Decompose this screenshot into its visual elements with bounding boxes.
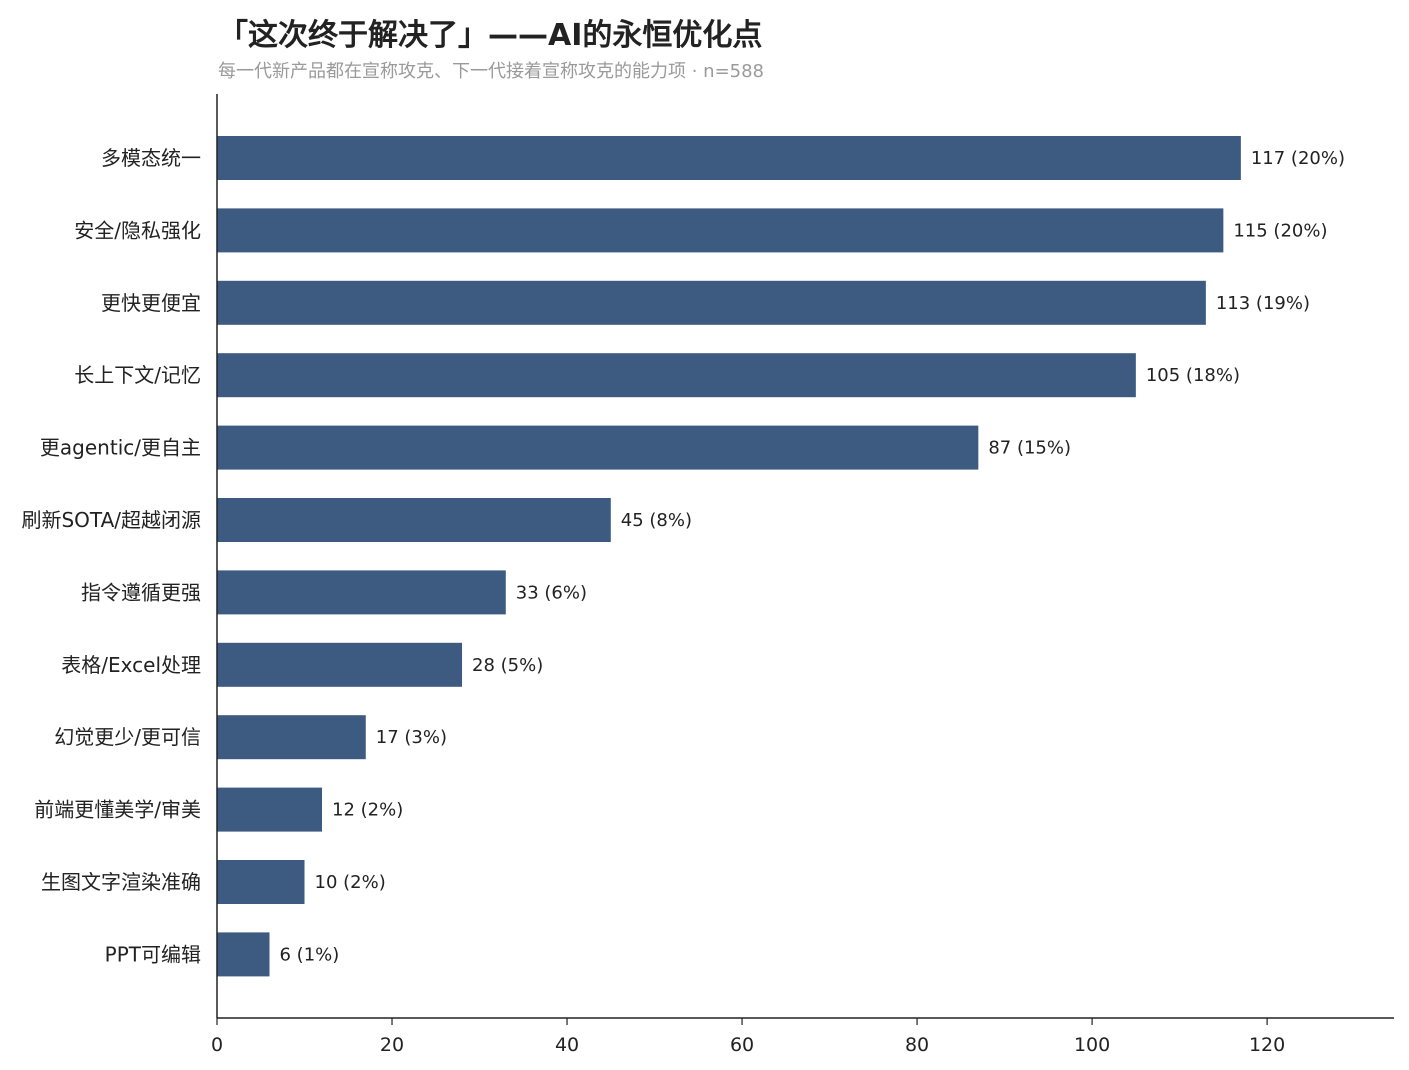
data-label: 28 (5%)	[472, 655, 543, 676]
bar	[217, 353, 1136, 398]
bar	[217, 932, 270, 977]
x-tick-label: 40	[555, 1034, 579, 1056]
category-label: 指令遵循更强	[81, 580, 201, 604]
data-label: 117 (20%)	[1251, 148, 1345, 169]
data-label: 87 (15%)	[988, 438, 1071, 459]
category-label: 多模态统一	[101, 146, 201, 170]
x-tick-label: 120	[1249, 1034, 1285, 1056]
data-label: 17 (3%)	[376, 727, 447, 748]
bar	[217, 498, 611, 542]
category-label: 更agentic/更自主	[40, 436, 201, 460]
bar	[217, 570, 506, 615]
bar	[217, 136, 1241, 180]
bar	[217, 787, 323, 832]
x-tick-label: 100	[1074, 1034, 1110, 1056]
bar	[217, 860, 305, 904]
category-label: 长上下文/记忆	[74, 363, 201, 387]
data-label: 6 (1%)	[280, 944, 340, 965]
bar	[217, 715, 366, 760]
chart-subtitle: 每一代新产品都在宣称攻克、下一代接着宣称攻克的能力项 · n=588	[218, 61, 765, 82]
category-label: PPT可编辑	[105, 942, 201, 966]
data-label: 105 (18%)	[1146, 365, 1240, 386]
bar	[217, 280, 1206, 325]
data-label: 33 (6%)	[516, 582, 587, 603]
category-label: 更快更便宜	[101, 291, 201, 315]
category-label: 幻觉更少/更可信	[54, 725, 201, 749]
data-label: 115 (20%)	[1233, 220, 1327, 241]
data-label: 12 (2%)	[332, 800, 403, 821]
data-label: 113 (19%)	[1216, 293, 1310, 314]
bar	[217, 642, 463, 687]
category-label: 刷新SOTA/超越闭源	[21, 508, 201, 532]
bar	[217, 425, 979, 470]
data-label: 10 (2%)	[315, 872, 386, 893]
category-label: 生图文字渲染准确	[41, 870, 201, 894]
bar	[217, 208, 1224, 253]
data-label: 45 (8%)	[621, 510, 692, 531]
category-label: 表格/Excel处理	[61, 653, 201, 677]
category-label: 前端更懂美学/审美	[34, 798, 201, 822]
x-tick-label: 0	[211, 1034, 223, 1056]
chart-title: 「这次终于解决了」——AI的永恒优化点	[218, 18, 763, 53]
x-tick-label: 80	[905, 1034, 929, 1056]
category-label: 安全/隐私强化	[74, 218, 201, 242]
x-tick-label: 60	[730, 1034, 754, 1056]
x-tick-label: 20	[380, 1034, 404, 1056]
